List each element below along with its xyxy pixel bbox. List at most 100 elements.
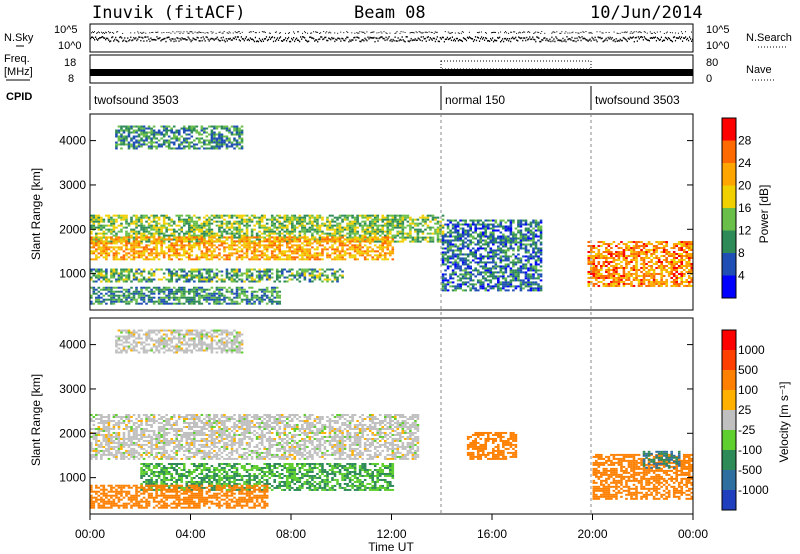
heatmap-cell [291,252,294,255]
heatmap-cell [587,241,591,244]
heatmap-cell [230,214,234,217]
heatmap-cell [353,228,357,231]
heatmap-cell [203,147,206,150]
nsky-sample [411,39,413,42]
heatmap-cell [333,248,337,251]
heatmap-cell [117,139,121,142]
heatmap-cell [140,129,143,132]
heatmap-cell [165,214,168,217]
heatmap-cell [105,280,108,283]
nsearch-sample [357,32,359,34]
heatmap-cell [258,224,261,227]
heatmap-cell [321,218,324,221]
heatmap-cell [306,250,309,253]
heatmap-cell [298,220,302,223]
heatmap-cell [172,274,176,277]
nsearch-sample [161,32,163,34]
heatmap-cell [356,250,359,253]
heatmap-cell [233,240,236,243]
heatmap-cell [258,230,261,233]
nsearch-sample [255,32,257,34]
heatmap-cell [228,222,231,225]
heatmap-cell [107,242,111,245]
nsearch-sample [656,31,658,33]
heatmap-cell [230,298,234,301]
heatmap-cell [182,292,186,295]
nsky-sample [423,38,425,40]
heatmap-cell [230,254,234,257]
heatmap-cell [203,296,206,299]
heatmap-cell [361,220,364,223]
heatmap-cell [208,240,211,243]
nsky-sample [367,36,369,39]
heatmap-cell [213,240,216,243]
heatmap-cell [140,254,143,257]
heatmap-cell [140,133,143,136]
heatmap-cell [155,254,158,257]
nsky-sample [267,38,270,41]
heatmap-cell [102,256,106,259]
heatmap-cell [160,145,163,148]
heatmap-cell [107,220,111,223]
heatmap-cell [162,135,166,138]
heatmap-cell [115,268,118,271]
heatmap-cell [607,272,611,275]
heatmap-cell [285,276,289,279]
heatmap-cell [640,245,643,248]
heatmap-cell [667,251,671,254]
heatmap-cell [240,131,244,134]
heatmap-cell [203,129,206,132]
heatmap-cell [373,236,377,239]
heatmap-cell [620,278,623,281]
heatmap-cell [125,125,128,128]
heatmap-cell [263,270,266,273]
nsky-sample [678,36,681,38]
heatmap-cell [650,266,653,269]
heatmap-cell [177,220,181,223]
heatmap-cell [137,240,141,243]
heatmap-cell [361,214,364,217]
heatmap-cell [152,214,156,217]
heatmap-cell [210,254,214,257]
heatmap-cell [172,250,176,253]
heatmap-cell [120,133,123,136]
heatmap-cell [318,238,322,241]
nsky-sample [527,39,529,41]
heatmap-cell [406,236,410,239]
heatmap-cell [373,224,377,227]
heatmap-cell [102,298,106,301]
heatmap-cell [617,280,621,283]
heatmap-cell [665,249,668,252]
heatmap-cell [298,280,302,283]
heatmap-cell [291,274,294,277]
heatmap-cell [187,236,191,239]
heatmap-cell [235,226,239,229]
nsky-sample [318,38,320,41]
heatmap-cell [255,280,259,283]
heatmap-cell [318,242,322,245]
heatmap-cell [190,270,194,273]
heatmap-cell [160,224,163,227]
heatmap-cell [642,274,646,277]
nsky-sample [659,38,662,41]
heatmap-cell [203,226,206,229]
nsky-sample [575,40,577,43]
nsky-sample [484,37,487,39]
nsky-sample [376,37,378,40]
heatmap-cell [145,143,148,146]
nsearch-sample [659,31,661,33]
heatmap-cell [167,290,171,293]
heatmap-cell [436,216,440,219]
heatmap-cell [228,248,231,251]
heatmap-cell [280,238,284,241]
heatmap-cell [110,290,113,293]
heatmap-cell [132,244,136,247]
nsky-sample [320,36,322,38]
nsky-sample [513,37,515,40]
heatmap-cell [318,226,322,229]
nsky-sample [238,39,240,41]
heatmap-cell [366,252,369,255]
heatmap-cell [416,224,420,227]
nsky-sample [591,36,593,39]
heatmap-cell [95,234,98,237]
